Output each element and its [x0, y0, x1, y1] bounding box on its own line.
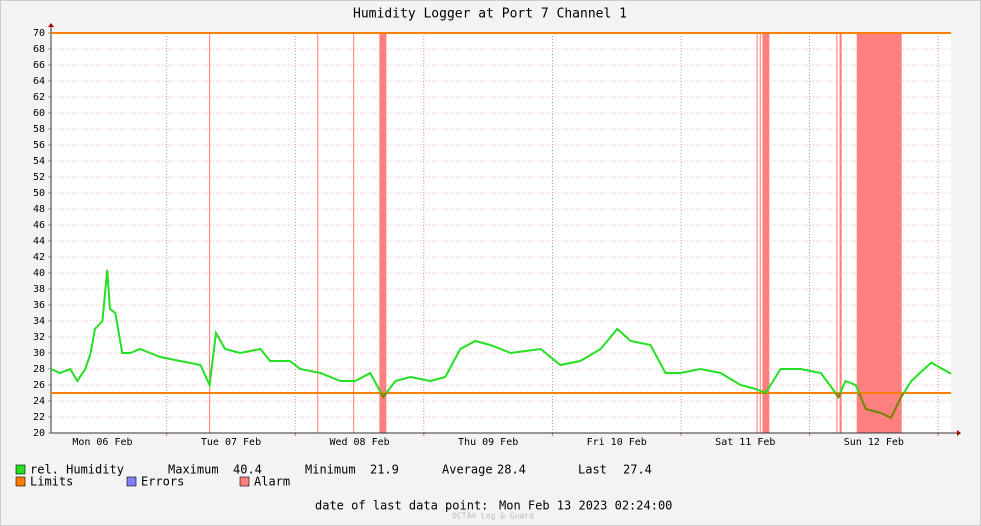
stat-value: 21.9: [370, 463, 399, 477]
footer-value: Mon Feb 13 2023 02:24:00: [499, 499, 672, 513]
y-tick-label: 52: [33, 172, 45, 183]
stat-label: Minimum: [305, 463, 356, 477]
alarm-band: [856, 33, 902, 433]
x-tick-label: Wed 08 Feb: [329, 437, 389, 448]
y-tick-label: 28: [33, 364, 45, 375]
axis-arrow: [48, 23, 54, 27]
y-tick-label: 30: [33, 348, 45, 359]
alarm-band: [756, 33, 758, 433]
y-tick-label: 38: [33, 284, 45, 295]
x-tick-label: Sun 12 Feb: [844, 437, 904, 448]
y-tick-label: 70: [33, 28, 45, 39]
y-tick-label: 40: [33, 268, 45, 279]
y-tick-label: 56: [33, 140, 45, 151]
legend-label: Alarm: [254, 475, 290, 489]
legend-swatch: [15, 464, 26, 475]
legend-swatch: [239, 476, 250, 487]
x-tick-label: Sat 11 Feb: [715, 437, 775, 448]
y-tick-label: 54: [33, 156, 45, 167]
legend-swatch: [126, 476, 137, 487]
y-tick-label: 48: [33, 204, 45, 215]
alarm-band: [839, 33, 842, 433]
stat-label: Maximum: [168, 463, 219, 477]
stat-value: 40.4: [233, 463, 262, 477]
chart-title: Humidity Logger at Port 7 Channel 1: [353, 7, 627, 22]
y-tick-label: 22: [33, 412, 45, 423]
watermark: OCTA® Log & Guard: [452, 512, 534, 521]
y-tick-label: 66: [33, 60, 45, 71]
axis-arrow: [957, 430, 961, 436]
alarm-band: [317, 33, 319, 433]
y-tick-label: 24: [33, 396, 45, 407]
y-tick-label: 62: [33, 92, 45, 103]
y-tick-label: 32: [33, 332, 45, 343]
legend-swatch: [15, 476, 26, 487]
legend-label: Errors: [141, 475, 184, 489]
y-tick-label: 20: [33, 428, 45, 439]
y-tick-label: 50: [33, 188, 45, 199]
x-tick-label: Tue 07 Feb: [201, 437, 261, 448]
alarm-band: [353, 33, 355, 433]
alarm-band: [759, 33, 761, 433]
stat-label: Average: [442, 463, 493, 477]
y-tick-label: 36: [33, 300, 45, 311]
alarm-band: [762, 33, 770, 433]
y-tick-label: 44: [33, 236, 45, 247]
alarm-band: [379, 33, 387, 433]
y-tick-label: 58: [33, 124, 45, 135]
legend-label: Limits: [30, 475, 73, 489]
legend-label: rel. Humidity: [30, 463, 124, 477]
stat-value: 27.4: [623, 463, 652, 477]
footer-label: date of last data point:: [315, 499, 488, 513]
y-tick-label: 60: [33, 108, 45, 119]
stat-label: Last: [578, 463, 607, 477]
y-tick-label: 46: [33, 220, 45, 231]
y-tick-label: 64: [33, 76, 45, 87]
series-line: [50, 269, 952, 420]
y-tick-label: 34: [33, 316, 45, 327]
x-tick-label: Thu 09 Feb: [458, 437, 518, 448]
y-tick-label: 26: [33, 380, 45, 391]
x-tick-label: Fri 10 Feb: [587, 437, 647, 448]
x-tick-label: Mon 06 Feb: [72, 437, 132, 448]
y-tick-label: 68: [33, 44, 45, 55]
alarm-band: [836, 33, 838, 433]
alarm-band: [209, 33, 211, 433]
stat-value: 28.4: [497, 463, 526, 477]
y-tick-label: 42: [33, 252, 45, 263]
